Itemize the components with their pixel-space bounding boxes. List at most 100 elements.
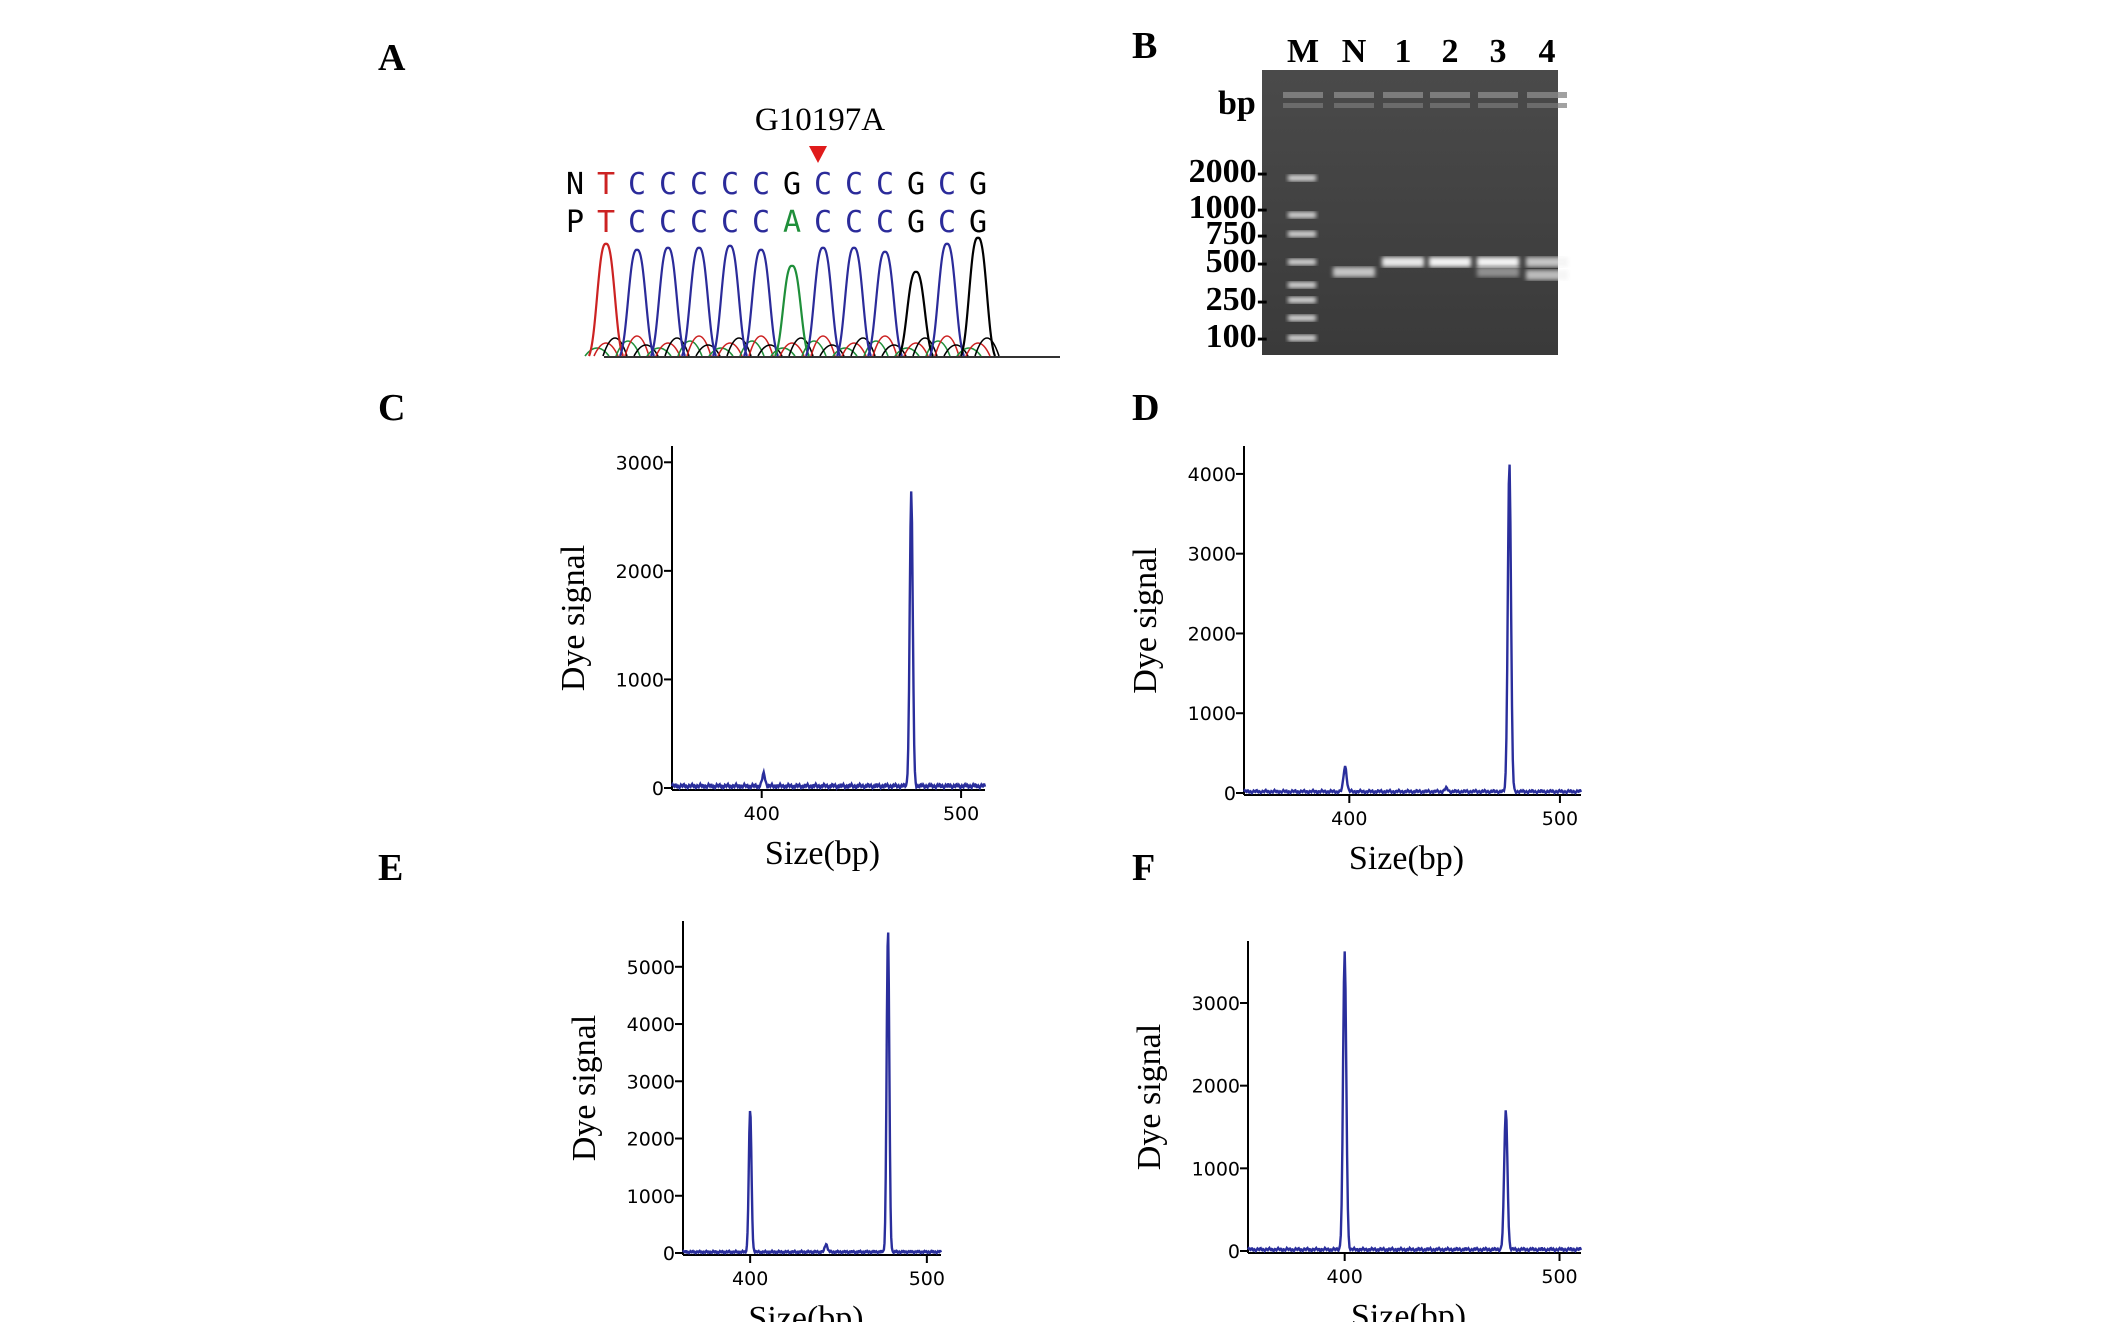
y-tick-label: 3000 <box>616 452 664 474</box>
gel-lane-label: 2 <box>1442 33 1459 70</box>
sequence-base: C <box>938 167 956 202</box>
y-tick-label: 0 <box>663 1243 675 1265</box>
gel-well <box>1430 92 1470 98</box>
sequence-base: C <box>845 205 863 240</box>
sequence-row-label: P <box>566 205 584 240</box>
chart-panel-c: 0 1000 2000 3000 400 500 Size(bp) Dye signal <box>555 446 987 872</box>
gel-well <box>1527 103 1567 108</box>
fragment-analysis-charts: 0 1000 2000 3000 400 500 Size(bp) Dye signal 0 10… <box>555 446 1583 1322</box>
chromatogram-noise <box>770 347 796 357</box>
gel-ladder-band <box>1288 175 1316 181</box>
chromatogram-peak <box>711 244 749 357</box>
sequence-base: G <box>969 167 987 202</box>
gel-ladder-label: 250- <box>1206 281 1268 318</box>
chromatogram-noise <box>850 337 876 357</box>
y-tick-label: 4000 <box>627 1014 675 1036</box>
gel-ladder-label: 1000- <box>1189 189 1268 226</box>
y-tick-label: 1000 <box>627 1186 675 1208</box>
sequence-base: C <box>659 167 677 202</box>
y-tick-label: 2000 <box>1192 1076 1240 1098</box>
y-axis-title: Dye signal <box>1127 547 1164 693</box>
y-axis-title: Dye signal <box>566 1015 603 1161</box>
gel-well <box>1430 103 1470 108</box>
y-axis-title: Dye signal <box>555 545 592 691</box>
y-tick-label: 0 <box>1224 783 1236 805</box>
chart-panel-e: 0 1000 2000 3000 4000 5000 400 500 Size(bp) Dye s… <box>566 921 945 1322</box>
chromatogram-peak <box>773 264 811 357</box>
chromatogram-noise <box>903 342 929 357</box>
y-tick-label: 3000 <box>627 1071 675 1093</box>
chromatogram-noise <box>934 335 960 357</box>
sequence-base: A <box>783 205 801 240</box>
x-axis-title: Size(bp) <box>1349 840 1464 877</box>
x-tick-label: 500 <box>943 803 979 825</box>
chromatogram-noise <box>646 347 672 357</box>
chromatogram-peak <box>959 236 997 357</box>
gel-lane-label: 4 <box>1539 33 1556 70</box>
mutation-label: G10197A <box>755 102 885 138</box>
y-tick-label: 1000 <box>1188 703 1236 725</box>
sequence-base: C <box>845 167 863 202</box>
y-tick-label: 5000 <box>627 957 675 979</box>
chromatogram-noise <box>956 347 982 357</box>
x-axis-title: Size(bp) <box>1351 1298 1466 1322</box>
panel-letter-f: F <box>1132 847 1156 889</box>
chromatogram-peak <box>587 242 625 357</box>
chromatogram-noise <box>708 347 734 357</box>
gel-ladder-label: 750- <box>1206 215 1268 252</box>
chromatogram-noise <box>943 344 969 357</box>
chromatogram <box>584 236 1060 358</box>
y-axis-title: Dye signal <box>1131 1024 1168 1170</box>
panel-letter-d: D <box>1132 387 1160 429</box>
gel-lane-label: M <box>1287 33 1319 70</box>
gel-ladder-labels: 2000-1000-750-500-250-100- <box>1189 153 1268 355</box>
sequence-base: C <box>938 205 956 240</box>
chromatogram-noise <box>739 340 765 357</box>
y-tick-label: 1000 <box>616 669 664 691</box>
gel-ladder-label: 2000- <box>1189 153 1268 190</box>
sequence-base: G <box>907 205 925 240</box>
sequencing-panel: G10197A N T C C C C C G C C C G C GP T C C C C C A C C C G C G <box>566 102 1060 358</box>
panel-letter-e: E <box>378 847 404 889</box>
chromatogram-peak <box>649 246 687 357</box>
sequence-base: C <box>721 167 739 202</box>
x-tick-label: 400 <box>1327 1266 1363 1288</box>
y-tick-label: 1000 <box>1192 1158 1240 1180</box>
chart-panel-f: 0 1000 2000 3000 400 500 Size(bp) Dye signal <box>1131 941 1583 1322</box>
y-tick-label: 2000 <box>627 1129 675 1151</box>
chart-panel-d: 0 1000 2000 3000 4000 400 500 Size(bp) Dye signa… <box>1127 446 1583 877</box>
sequence-base: C <box>690 205 708 240</box>
gel-ladder-band <box>1288 282 1316 288</box>
sequence-rows: N T C C C C C G C C C G C GP T C C C C C A C C C G C G <box>566 167 987 240</box>
y-tick-label: 4000 <box>1188 464 1236 486</box>
gel-well <box>1383 92 1423 98</box>
gel-ladder-band <box>1288 231 1316 237</box>
gel-well <box>1283 103 1323 108</box>
chromatogram-peak <box>742 248 780 357</box>
gel-ladder-label: 100- <box>1206 318 1268 355</box>
chromatogram-noise <box>810 335 836 357</box>
chromatogram-noise <box>593 342 619 357</box>
sequence-base: C <box>876 167 894 202</box>
chromatogram-noise <box>832 347 858 357</box>
chromatogram-noise <box>602 337 628 357</box>
chromatogram-noise <box>633 344 659 357</box>
sequence-base: C <box>628 167 646 202</box>
chromatogram-peak <box>928 242 966 357</box>
signal-trace <box>1246 951 1583 1254</box>
gel-ladder-band <box>1288 315 1316 321</box>
gel-well <box>1334 92 1374 98</box>
sequence-base: C <box>690 167 708 202</box>
gel-lane-label: 3 <box>1490 33 1507 70</box>
chromatogram-peak <box>804 246 842 357</box>
chromatogram-peak <box>897 270 935 357</box>
sequence-base: T <box>597 167 615 202</box>
sequence-base: C <box>721 205 739 240</box>
sequence-base: G <box>783 167 801 202</box>
y-tick-label: 0 <box>1228 1241 1240 1263</box>
x-axis-title: Size(bp) <box>748 1300 863 1322</box>
gel-ladder-label: 500- <box>1206 243 1268 280</box>
chromatogram-noise <box>872 335 898 357</box>
